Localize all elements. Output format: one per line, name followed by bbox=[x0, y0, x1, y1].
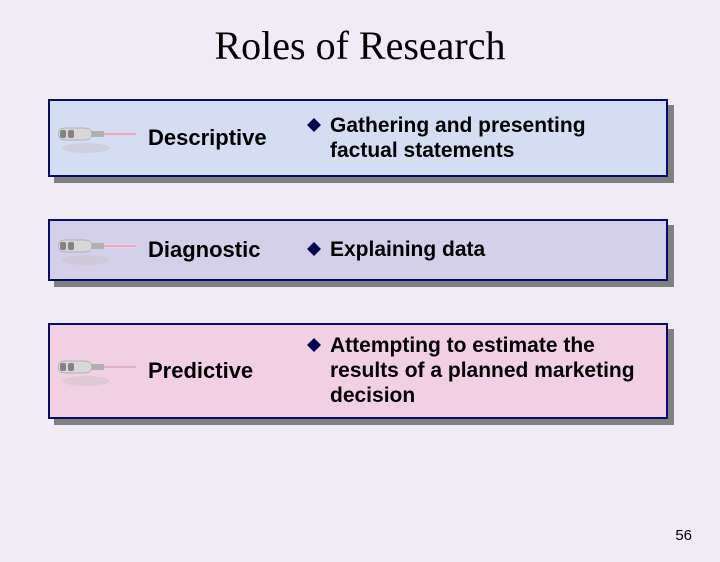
row-label: Predictive bbox=[148, 358, 253, 384]
probe-icon bbox=[58, 118, 142, 158]
row-left: Diagnostic bbox=[58, 230, 306, 270]
row-label: Descriptive bbox=[148, 125, 267, 151]
slide-number: 56 bbox=[675, 527, 692, 544]
row-right: Gathering and presenting factual stateme… bbox=[306, 113, 654, 163]
probe-icon bbox=[58, 351, 142, 391]
slide-title: Roles of Research bbox=[0, 22, 720, 69]
probe-icon bbox=[58, 230, 142, 270]
row-box: Diagnostic Explaining data bbox=[48, 219, 668, 281]
row-left: Predictive bbox=[58, 351, 306, 391]
row-predictive: Predictive Attempting to estimate the re… bbox=[48, 323, 668, 419]
row-box: Predictive Attempting to estimate the re… bbox=[48, 323, 668, 419]
row-right: Explaining data bbox=[306, 237, 654, 262]
row-desc: Gathering and presenting factual stateme… bbox=[330, 113, 654, 163]
row-desc: Attempting to estimate the results of a … bbox=[330, 333, 654, 409]
diamond-bullet-icon bbox=[306, 117, 322, 133]
diamond-bullet-icon bbox=[306, 241, 322, 257]
row-left: Descriptive bbox=[58, 118, 306, 158]
diamond-bullet-icon bbox=[306, 337, 322, 353]
row-label: Diagnostic bbox=[148, 237, 260, 263]
row-box: Descriptive Gathering and presenting fac… bbox=[48, 99, 668, 177]
row-descriptive: Descriptive Gathering and presenting fac… bbox=[48, 99, 668, 177]
row-diagnostic: Diagnostic Explaining data bbox=[48, 219, 668, 281]
row-right: Attempting to estimate the results of a … bbox=[306, 333, 654, 409]
row-desc: Explaining data bbox=[330, 237, 485, 262]
rows-container: Descriptive Gathering and presenting fac… bbox=[0, 99, 720, 419]
